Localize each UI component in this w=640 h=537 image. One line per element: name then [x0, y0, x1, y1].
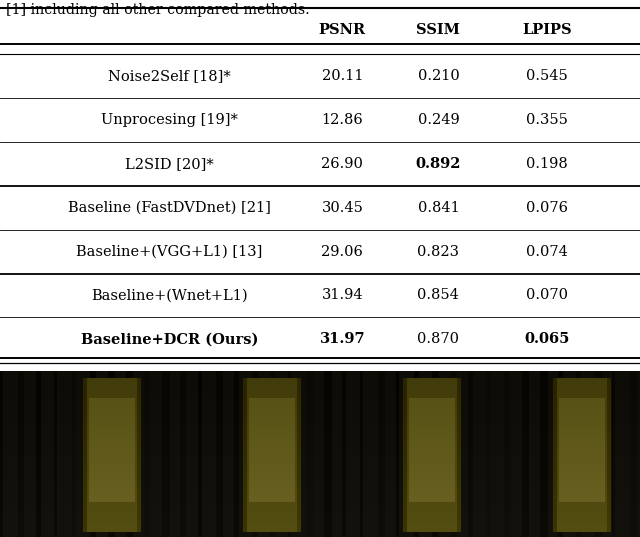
- Text: 0.854: 0.854: [417, 288, 460, 302]
- Text: 0.545: 0.545: [526, 69, 568, 83]
- Text: 0.249: 0.249: [417, 113, 460, 127]
- Text: 0.892: 0.892: [415, 157, 461, 171]
- Text: Baseline+(Wnet+L1): Baseline+(Wnet+L1): [92, 288, 248, 302]
- Text: 0.355: 0.355: [526, 113, 568, 127]
- Text: [1] including all other compared methods.: [1] including all other compared methods…: [6, 3, 310, 17]
- Text: Baseline (FastDVDnet) [21]: Baseline (FastDVDnet) [21]: [68, 201, 271, 215]
- Text: 20.11: 20.11: [322, 69, 363, 83]
- Text: Unprocesing [19]*: Unprocesing [19]*: [101, 113, 238, 127]
- Text: 0.076: 0.076: [526, 201, 568, 215]
- Text: 0.074: 0.074: [526, 244, 568, 258]
- Text: 0.070: 0.070: [526, 288, 568, 302]
- Text: 0.870: 0.870: [417, 332, 460, 346]
- Text: SSIM: SSIM: [417, 23, 460, 37]
- Text: 0.065: 0.065: [525, 332, 570, 346]
- Text: Baseline+(VGG+L1) [13]: Baseline+(VGG+L1) [13]: [76, 244, 263, 258]
- Text: 31.97: 31.97: [319, 332, 365, 346]
- Text: 0.823: 0.823: [417, 244, 460, 258]
- Text: 26.90: 26.90: [321, 157, 364, 171]
- Text: 0.198: 0.198: [526, 157, 568, 171]
- Text: LPIPS: LPIPS: [522, 23, 572, 37]
- Text: 0.841: 0.841: [417, 201, 460, 215]
- Text: Noise2Self [18]*: Noise2Self [18]*: [108, 69, 231, 83]
- Text: Baseline+DCR (Ours): Baseline+DCR (Ours): [81, 332, 259, 346]
- Text: 31.94: 31.94: [321, 288, 364, 302]
- Text: PSNR: PSNR: [319, 23, 366, 37]
- Text: L2SID [20]*: L2SID [20]*: [125, 157, 214, 171]
- Text: 29.06: 29.06: [321, 244, 364, 258]
- Text: 30.45: 30.45: [321, 201, 364, 215]
- Text: 12.86: 12.86: [321, 113, 364, 127]
- Text: 0.210: 0.210: [417, 69, 460, 83]
